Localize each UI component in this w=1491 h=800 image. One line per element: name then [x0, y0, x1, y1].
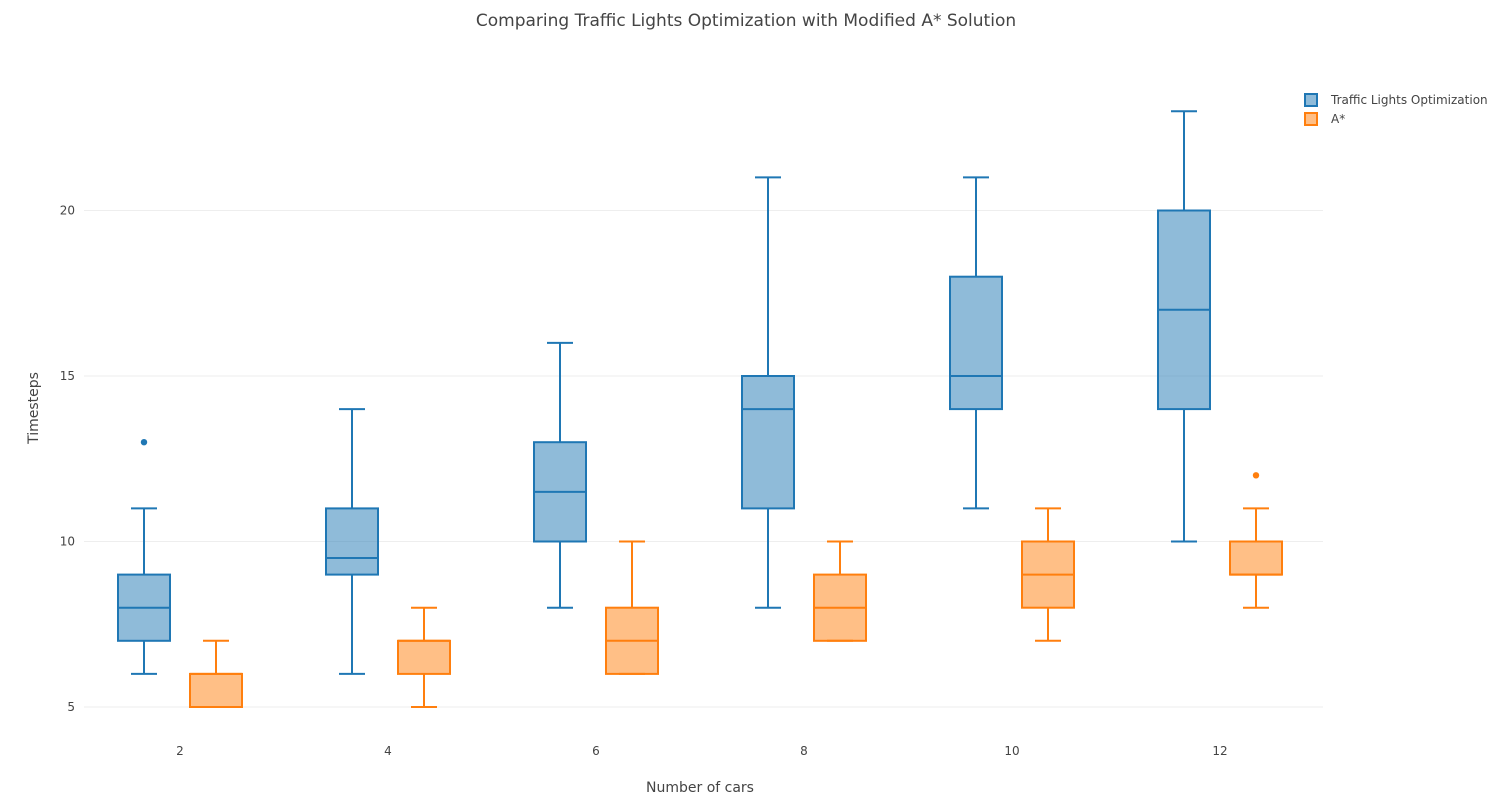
legend-swatch — [1304, 93, 1318, 107]
y-tick-label: 10 — [60, 535, 75, 549]
box[interactable] — [1157, 110, 1211, 543]
x-axis-title: Number of cars — [646, 780, 754, 796]
box[interactable] — [189, 639, 243, 709]
y-axis-ticks: 5 10 15 20 — [60, 204, 75, 715]
y-axis-title: Timesteps — [26, 372, 42, 445]
legend[interactable]: Traffic Lights Optimization A* — [1304, 93, 1488, 126]
x-axis-ticks: 2 4 6 8 10 12 — [176, 744, 1227, 758]
x-tick-label: 8 — [800, 744, 808, 758]
gridlines — [84, 210, 1323, 708]
series-1-boxes — [117, 110, 1211, 675]
box[interactable] — [605, 540, 659, 675]
x-tick-label: 2 — [176, 744, 184, 758]
box[interactable] — [1229, 472, 1283, 609]
box[interactable] — [533, 341, 587, 609]
legend-label: Traffic Lights Optimization — [1330, 93, 1488, 107]
y-tick-label: 15 — [60, 369, 75, 383]
box[interactable] — [397, 606, 451, 708]
box[interactable] — [1021, 507, 1075, 642]
legend-item[interactable]: Traffic Lights Optimization — [1304, 93, 1488, 107]
y-tick-label: 20 — [60, 204, 75, 218]
box-body — [325, 507, 379, 576]
box[interactable] — [117, 439, 171, 675]
box-body — [397, 639, 451, 675]
x-tick-label: 4 — [384, 744, 392, 758]
legend-item[interactable]: A* — [1304, 112, 1345, 126]
x-tick-label: 6 — [592, 744, 600, 758]
outlier-point[interactable] — [140, 439, 148, 446]
box-body — [949, 275, 1003, 411]
box[interactable] — [813, 540, 867, 642]
y-tick-label: 5 — [67, 700, 75, 714]
box[interactable] — [741, 176, 795, 609]
outlier-point[interactable] — [1252, 472, 1260, 479]
legend-label: A* — [1331, 112, 1345, 126]
legend-swatch — [1304, 112, 1318, 126]
box[interactable] — [325, 408, 379, 675]
series-2-boxes — [189, 472, 1283, 709]
box-series-layer — [117, 110, 1283, 709]
box[interactable] — [949, 176, 1003, 510]
chart-title: Comparing Traffic Lights Optimization wi… — [476, 11, 1016, 31]
box-body — [1229, 540, 1283, 576]
x-tick-label: 12 — [1212, 744, 1227, 758]
box-body — [741, 375, 795, 510]
box-body — [189, 672, 243, 709]
x-tick-label: 10 — [1004, 744, 1019, 758]
